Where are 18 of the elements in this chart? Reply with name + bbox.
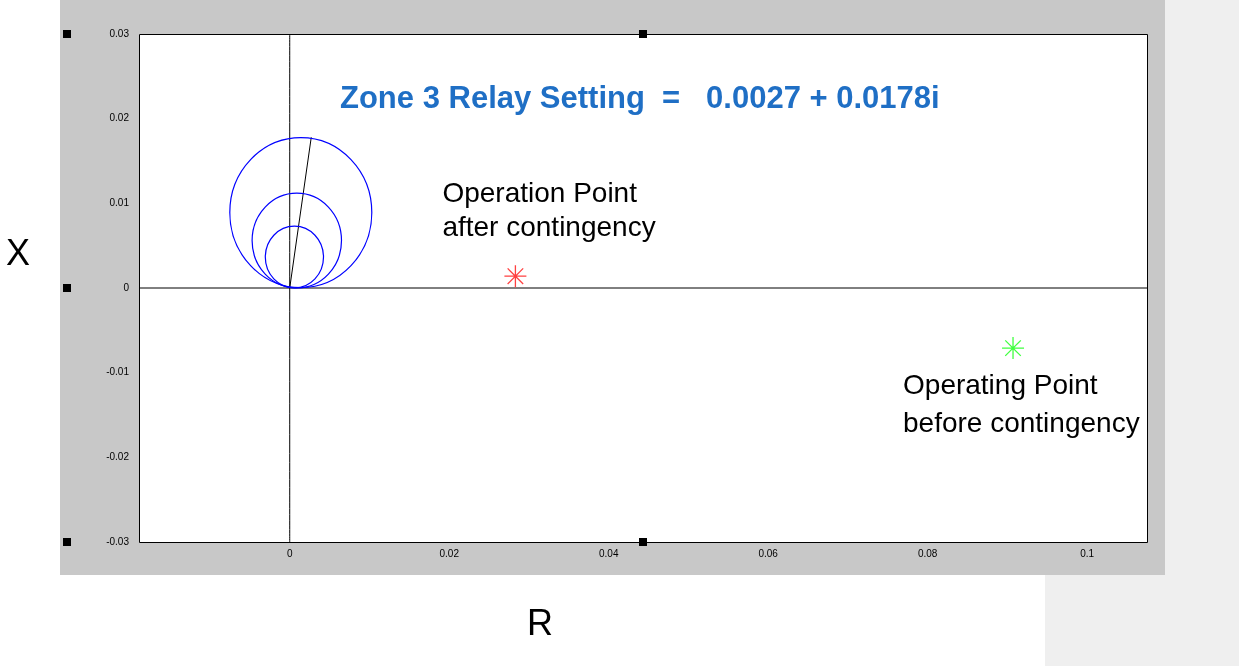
x-tick-label: 0.06 <box>758 547 779 559</box>
y-axis-title: X <box>5 231 31 273</box>
annotation: Operation Point after contingency <box>442 177 656 243</box>
x-tick-label: 0.04 <box>598 547 619 559</box>
y-tick-label: -0.01 <box>106 366 130 378</box>
x-tick-label: 0.08 <box>917 547 938 559</box>
annotation: Operating Point before contingency <box>903 369 1140 439</box>
y-tick-label: -0.03 <box>106 535 130 547</box>
x-tick-label: 0 <box>286 547 293 559</box>
y-tick-label: 0.01 <box>109 197 130 209</box>
x-tick-label: 0.1 <box>1080 547 1095 559</box>
y-tick-label: 0.03 <box>109 27 130 39</box>
x-tick-label: 0.02 <box>439 547 460 559</box>
y-tick-label: -0.02 <box>106 451 130 463</box>
annotation: Zone 3 Relay Setting = 0.0027 + 0.0178i <box>340 80 940 115</box>
y-tick-label: 0 <box>123 281 130 293</box>
x-axis-title: R <box>527 601 553 643</box>
y-tick-label: 0.02 <box>109 112 130 124</box>
